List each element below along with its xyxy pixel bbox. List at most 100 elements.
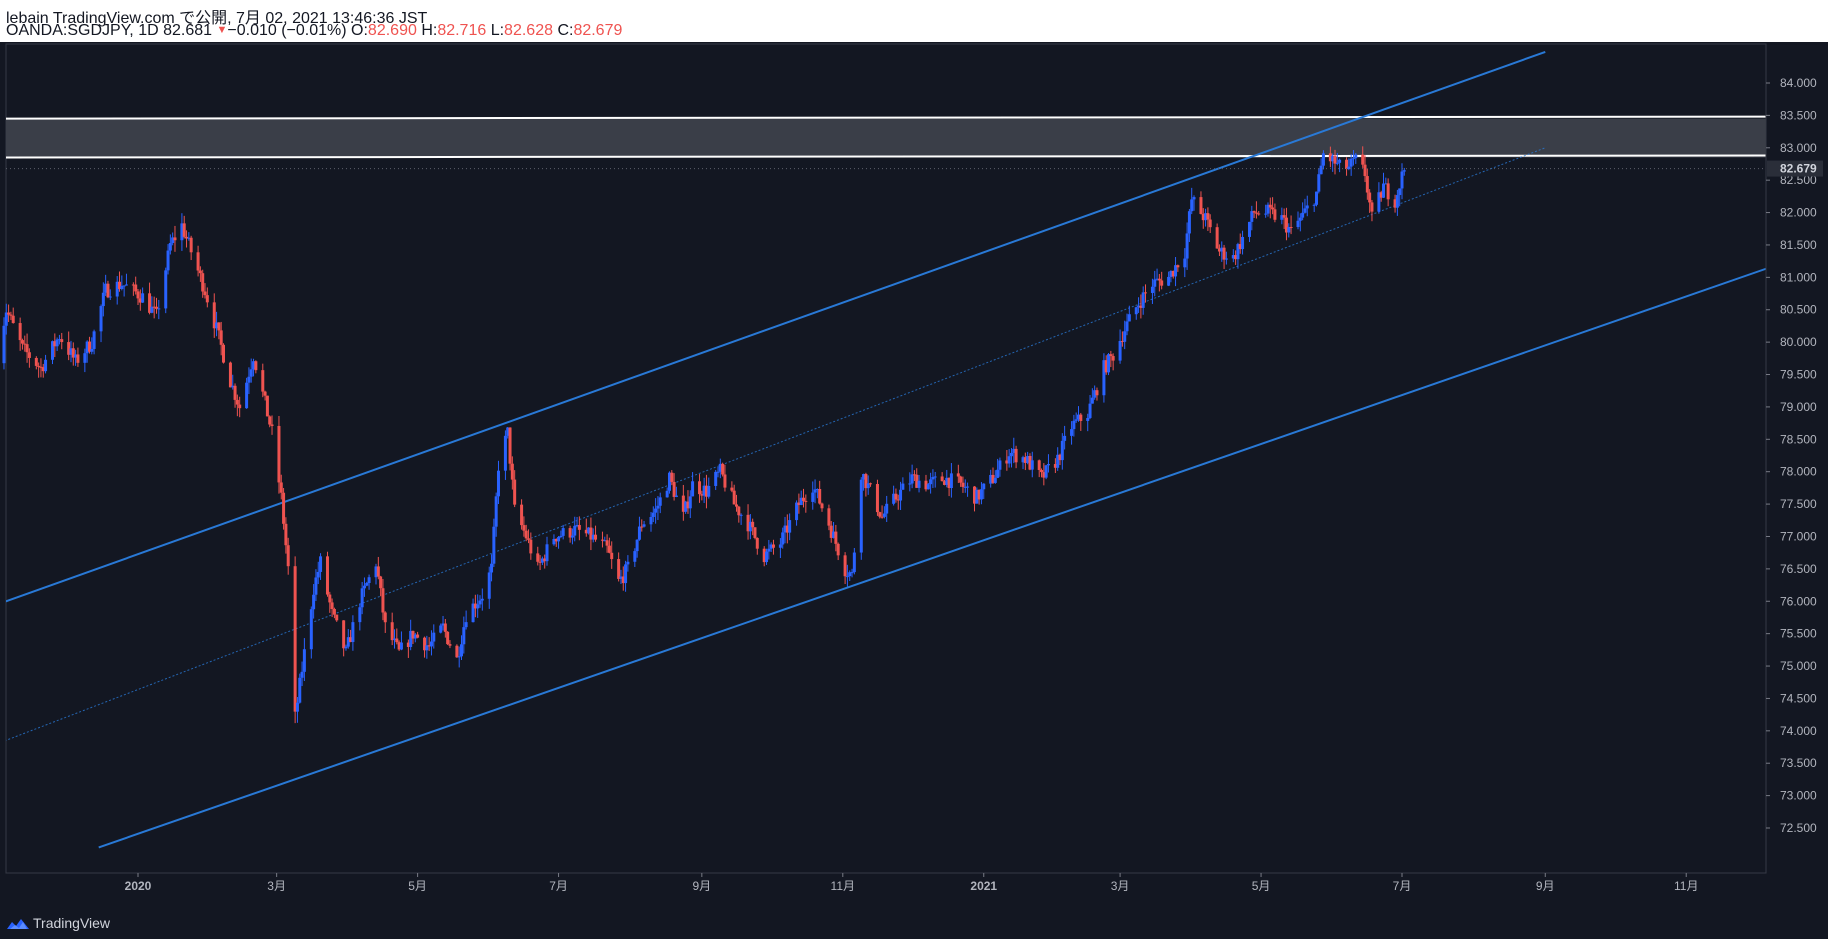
candle-body[interactable] (1199, 197, 1203, 214)
candle-body[interactable] (124, 284, 128, 286)
candle-body[interactable] (649, 516, 653, 525)
candle-body[interactable] (478, 600, 482, 605)
candle-body[interactable] (411, 630, 415, 639)
candle-body[interactable] (1123, 331, 1127, 342)
candle-body[interactable] (268, 416, 272, 425)
candle-body[interactable] (882, 513, 886, 517)
candle-body[interactable] (108, 296, 112, 298)
candle-body[interactable] (619, 576, 623, 579)
candle-body[interactable] (57, 339, 61, 341)
candle-body[interactable] (651, 512, 655, 517)
candle-body[interactable] (1014, 448, 1018, 463)
candle-body[interactable] (1303, 208, 1307, 213)
candle-body[interactable] (1009, 452, 1013, 457)
candle-body[interactable] (1109, 354, 1113, 357)
candle-body[interactable] (869, 483, 873, 485)
candle-body[interactable] (53, 341, 57, 347)
candle-body[interactable] (487, 572, 491, 599)
candle-body[interactable] (721, 463, 725, 475)
candle-body[interactable] (460, 644, 464, 657)
candle-body[interactable] (365, 583, 369, 586)
candle-body[interactable] (249, 369, 253, 377)
candle-body[interactable] (1088, 403, 1092, 418)
candle-body[interactable] (1280, 215, 1284, 220)
candle-body[interactable] (342, 620, 346, 649)
candle-body[interactable] (1215, 227, 1219, 249)
candle-body[interactable] (293, 566, 297, 712)
candle-body[interactable] (707, 485, 711, 497)
candle-body[interactable] (203, 291, 207, 296)
candle-body[interactable] (1345, 159, 1349, 170)
candle-body[interactable] (836, 543, 840, 556)
candle-body[interactable] (568, 528, 572, 538)
candle-body[interactable] (885, 503, 889, 514)
candle-body[interactable] (34, 357, 38, 366)
candle-body[interactable] (540, 558, 544, 563)
candle-body[interactable] (633, 551, 637, 562)
candle-body[interactable] (1321, 153, 1325, 166)
candle-body[interactable] (27, 352, 31, 358)
candle-body[interactable] (1384, 183, 1388, 185)
candle-body[interactable] (1167, 276, 1171, 286)
candle-body[interactable] (866, 483, 870, 489)
candle-body[interactable] (1349, 158, 1353, 167)
candle-body[interactable] (374, 566, 378, 578)
candle-body[interactable] (670, 472, 674, 482)
candle-body[interactable] (1382, 183, 1386, 198)
candle-body[interactable] (120, 285, 124, 289)
candle-body[interactable] (1007, 456, 1011, 464)
candle-body[interactable] (748, 521, 752, 532)
candle-body[interactable] (23, 343, 27, 345)
candle-body[interactable] (1264, 213, 1268, 215)
candle-body[interactable] (44, 359, 48, 372)
candle-body[interactable] (771, 544, 775, 548)
candle-body[interactable] (99, 306, 103, 332)
candle-body[interactable] (637, 526, 641, 540)
candle-body[interactable] (1005, 460, 1009, 464)
candle-body[interactable] (263, 391, 267, 396)
candle-body[interactable] (538, 561, 542, 563)
candle-body[interactable] (573, 525, 577, 536)
candle-body[interactable] (751, 521, 755, 528)
candle-body[interactable] (587, 527, 591, 534)
candle-body[interactable] (1102, 360, 1106, 396)
candle-body[interactable] (1058, 454, 1062, 461)
candle-body[interactable] (136, 291, 140, 299)
candle-body[interactable] (1070, 429, 1074, 436)
candle-body[interactable] (600, 539, 604, 541)
candle-body[interactable] (737, 506, 741, 516)
candle-body[interactable] (626, 561, 630, 565)
candle-body[interactable] (818, 488, 822, 504)
candle-body[interactable] (1056, 454, 1060, 468)
candle-body[interactable] (205, 295, 209, 303)
candle-body[interactable] (933, 476, 937, 478)
candle-body[interactable] (362, 585, 366, 589)
candle-body[interactable] (762, 548, 766, 563)
candle-body[interactable] (379, 576, 383, 589)
candle-body[interactable] (1206, 213, 1210, 220)
candle-body[interactable] (247, 376, 251, 383)
candle-body[interactable] (115, 281, 119, 297)
candle-body[interactable] (1319, 165, 1323, 175)
candle-body[interactable] (217, 322, 221, 331)
candle-body[interactable] (926, 484, 930, 490)
candle-body[interactable] (848, 572, 852, 577)
candle-body[interactable] (383, 612, 387, 623)
candle-body[interactable] (1402, 170, 1406, 172)
candle-body[interactable] (252, 361, 256, 370)
candle-body[interactable] (215, 322, 219, 329)
candle-body[interactable] (575, 524, 579, 526)
candle-body[interactable] (349, 637, 353, 643)
candle-body[interactable] (1333, 155, 1337, 164)
candle-body[interactable] (358, 607, 362, 623)
candle-body[interactable] (917, 480, 921, 488)
candle-body[interactable] (979, 489, 983, 500)
candle-body[interactable] (346, 637, 350, 647)
candle-body[interactable] (464, 622, 468, 628)
candle-body[interactable] (536, 553, 540, 562)
candle-body[interactable] (494, 496, 498, 527)
candle-body[interactable] (335, 614, 339, 621)
candle-body[interactable] (1190, 199, 1194, 212)
candle-body[interactable] (908, 483, 912, 485)
candle-body[interactable] (413, 634, 417, 639)
